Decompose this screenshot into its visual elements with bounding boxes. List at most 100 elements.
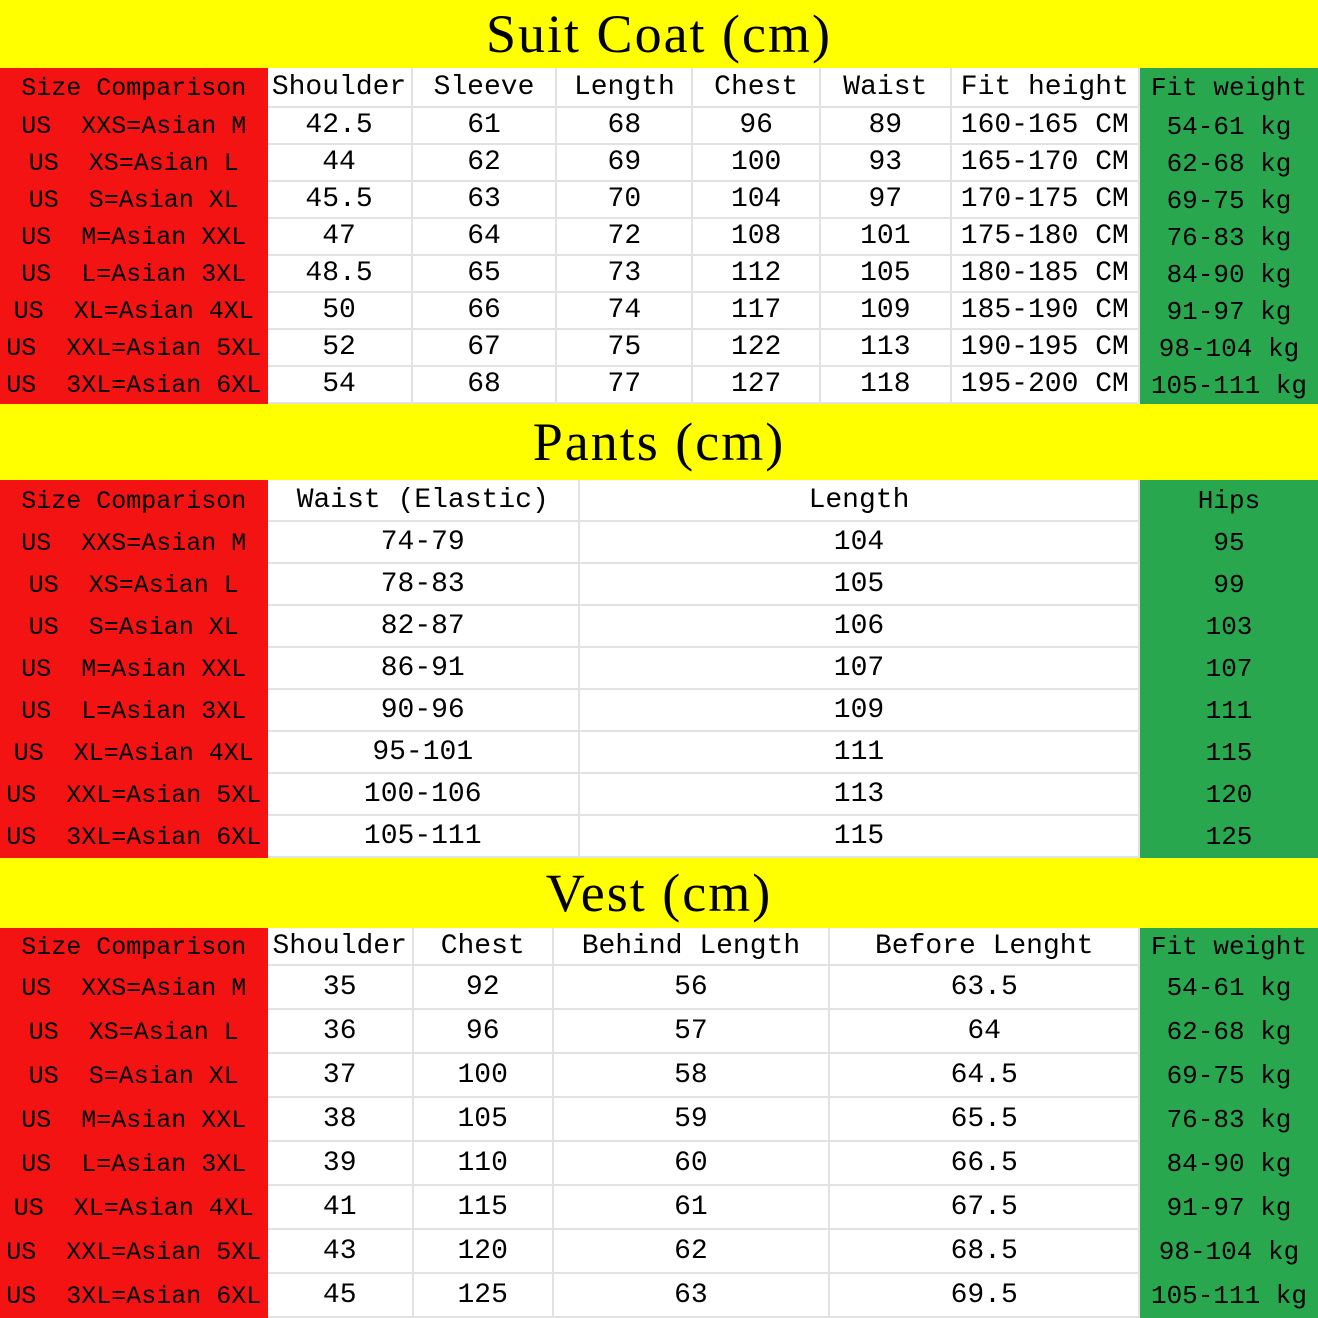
table-cell: 180-185 CM xyxy=(951,256,1141,293)
column-header: Chest xyxy=(413,928,554,966)
table-row: US XXL=Asian 5XL 100-106 113 120 xyxy=(0,774,1318,816)
column-header: Length xyxy=(557,68,694,108)
column-header: Behind Length xyxy=(553,928,831,966)
table-header-row: Size Comparison Waist (Elastic) Length Hips xyxy=(0,480,1318,522)
table-row: US XL=Asian 4XL 95-101 111 115 xyxy=(0,732,1318,774)
table-cell: 115 xyxy=(579,816,1141,858)
section-pants: Pants (cm) Size Comparison Waist (Elastic… xyxy=(0,404,1318,858)
table-cell: US XS=Asian L xyxy=(0,564,268,606)
table-cell: US XXS=Asian M xyxy=(0,966,268,1010)
table-cell: US 3XL=Asian 6XL xyxy=(0,1274,268,1318)
table-cell: US XS=Asian L xyxy=(0,1010,268,1054)
table-cell: 100 xyxy=(413,1054,554,1098)
column-header: Length xyxy=(579,480,1141,522)
table-row: US L=Asian 3XL 48.5 65 73 112 105 180-185 CM 84… xyxy=(0,256,1318,293)
table-cell: 110 xyxy=(413,1142,554,1186)
table-cell: US M=Asian XXL xyxy=(0,219,268,256)
table-cell: 100-106 xyxy=(267,774,580,816)
table-cell: 60 xyxy=(553,1142,831,1186)
table-cell: 95 xyxy=(1140,522,1318,564)
column-header: Chest xyxy=(693,68,822,108)
table-cell: US XXL=Asian 5XL xyxy=(0,1230,268,1274)
column-header: Sleeve xyxy=(412,68,558,108)
table-cell: 58 xyxy=(553,1054,831,1098)
table-cell: 96 xyxy=(693,108,822,145)
table-cell: 44 xyxy=(267,145,413,182)
table-cell: 105 xyxy=(413,1098,554,1142)
table-cell: 115 xyxy=(1140,732,1318,774)
table-cell: 43 xyxy=(267,1230,414,1274)
table-cell: 117 xyxy=(693,293,822,330)
table-cell: 61 xyxy=(412,108,558,145)
table-cell: 77 xyxy=(557,367,694,404)
table-cell: 59 xyxy=(553,1098,831,1142)
table-cell: 69-75 kg xyxy=(1140,182,1318,219)
table-row: US XL=Asian 4XL 50 66 74 117 109 185-190 CM 91-… xyxy=(0,293,1318,330)
table-row: US 3XL=Asian 6XL 105-111 115 125 xyxy=(0,816,1318,858)
table-cell: 68 xyxy=(557,108,694,145)
table-row: US XS=Asian L 36 96 57 64 62-68 kg xyxy=(0,1010,1318,1054)
table-cell: 92 xyxy=(413,966,554,1010)
table-cell: US XXL=Asian 5XL xyxy=(0,330,268,367)
column-header: Size Comparison xyxy=(0,928,268,966)
table-cell: US XXS=Asian M xyxy=(0,522,268,564)
table-cell: US L=Asian 3XL xyxy=(0,690,268,732)
table-cell: 120 xyxy=(1140,774,1318,816)
table-cell: 76-83 kg xyxy=(1140,1098,1318,1142)
table-cell: 175-180 CM xyxy=(951,219,1141,256)
table-cell: 75 xyxy=(557,330,694,367)
table-cell: 107 xyxy=(1140,648,1318,690)
table-cell: 93 xyxy=(821,145,952,182)
column-header: Size Comparison xyxy=(0,68,268,108)
column-header: Waist xyxy=(821,68,952,108)
table-cell: 89 xyxy=(821,108,952,145)
table-cell: 125 xyxy=(413,1274,554,1318)
table-cell: US S=Asian XL xyxy=(0,1054,268,1098)
table-row: US XXS=Asian M 42.5 61 68 96 89 160-165 CM 54-6… xyxy=(0,108,1318,145)
column-header: Waist (Elastic) xyxy=(267,480,580,522)
table-cell: 125 xyxy=(1140,816,1318,858)
table-cell: 54-61 kg xyxy=(1140,966,1318,1010)
table-row: US XS=Asian L 44 62 69 100 93 165-170 CM 62-68 … xyxy=(0,145,1318,182)
table-cell: 105-111 kg xyxy=(1140,367,1318,404)
table-row: US XXL=Asian 5XL 52 67 75 122 113 190-195 CM 98… xyxy=(0,330,1318,367)
table-cell: 86-91 xyxy=(267,648,580,690)
table-cell: 39 xyxy=(267,1142,414,1186)
table-cell: 69 xyxy=(557,145,694,182)
table-cell: 67.5 xyxy=(830,1186,1141,1230)
table-cell: 90-96 xyxy=(267,690,580,732)
table-cell: 54 xyxy=(267,367,413,404)
table-cell: US S=Asian XL xyxy=(0,182,268,219)
table-cell: 61 xyxy=(553,1186,831,1230)
column-header: Fit weight xyxy=(1140,68,1318,108)
table-cell: 100 xyxy=(693,145,822,182)
table-cell: 105 xyxy=(821,256,952,293)
table-cell: 95-101 xyxy=(267,732,580,774)
table-row: US XXL=Asian 5XL 43 120 62 68.5 98-104 kg xyxy=(0,1230,1318,1274)
table-cell: US S=Asian XL xyxy=(0,606,268,648)
table-cell: US 3XL=Asian 6XL xyxy=(0,367,268,404)
table-cell: 120 xyxy=(413,1230,554,1274)
table-cell: US M=Asian XXL xyxy=(0,1098,268,1142)
table-cell: 108 xyxy=(693,219,822,256)
table-cell: 97 xyxy=(821,182,952,219)
table-cell: 82-87 xyxy=(267,606,580,648)
table-cell: 104 xyxy=(693,182,822,219)
table-cell: 111 xyxy=(1140,690,1318,732)
column-header: Fit height xyxy=(951,68,1141,108)
table-cell: 64.5 xyxy=(830,1054,1141,1098)
table-cell: US M=Asian XXL xyxy=(0,648,268,690)
table-cell: 91-97 kg xyxy=(1140,1186,1318,1230)
table-row: US M=Asian XXL 38 105 59 65.5 76-83 kg xyxy=(0,1098,1318,1142)
table-cell: 76-83 kg xyxy=(1140,219,1318,256)
table-cell: 160-165 CM xyxy=(951,108,1141,145)
table-row: US XL=Asian 4XL 41 115 61 67.5 91-97 kg xyxy=(0,1186,1318,1230)
table-cell: 67 xyxy=(412,330,558,367)
table-cell: 99 xyxy=(1140,564,1318,606)
table-row: US M=Asian XXL 86-91 107 107 xyxy=(0,648,1318,690)
table-cell: 98-104 kg xyxy=(1140,330,1318,367)
table-cell: 72 xyxy=(557,219,694,256)
table-cell: 52 xyxy=(267,330,413,367)
table-cell: 62-68 kg xyxy=(1140,145,1318,182)
